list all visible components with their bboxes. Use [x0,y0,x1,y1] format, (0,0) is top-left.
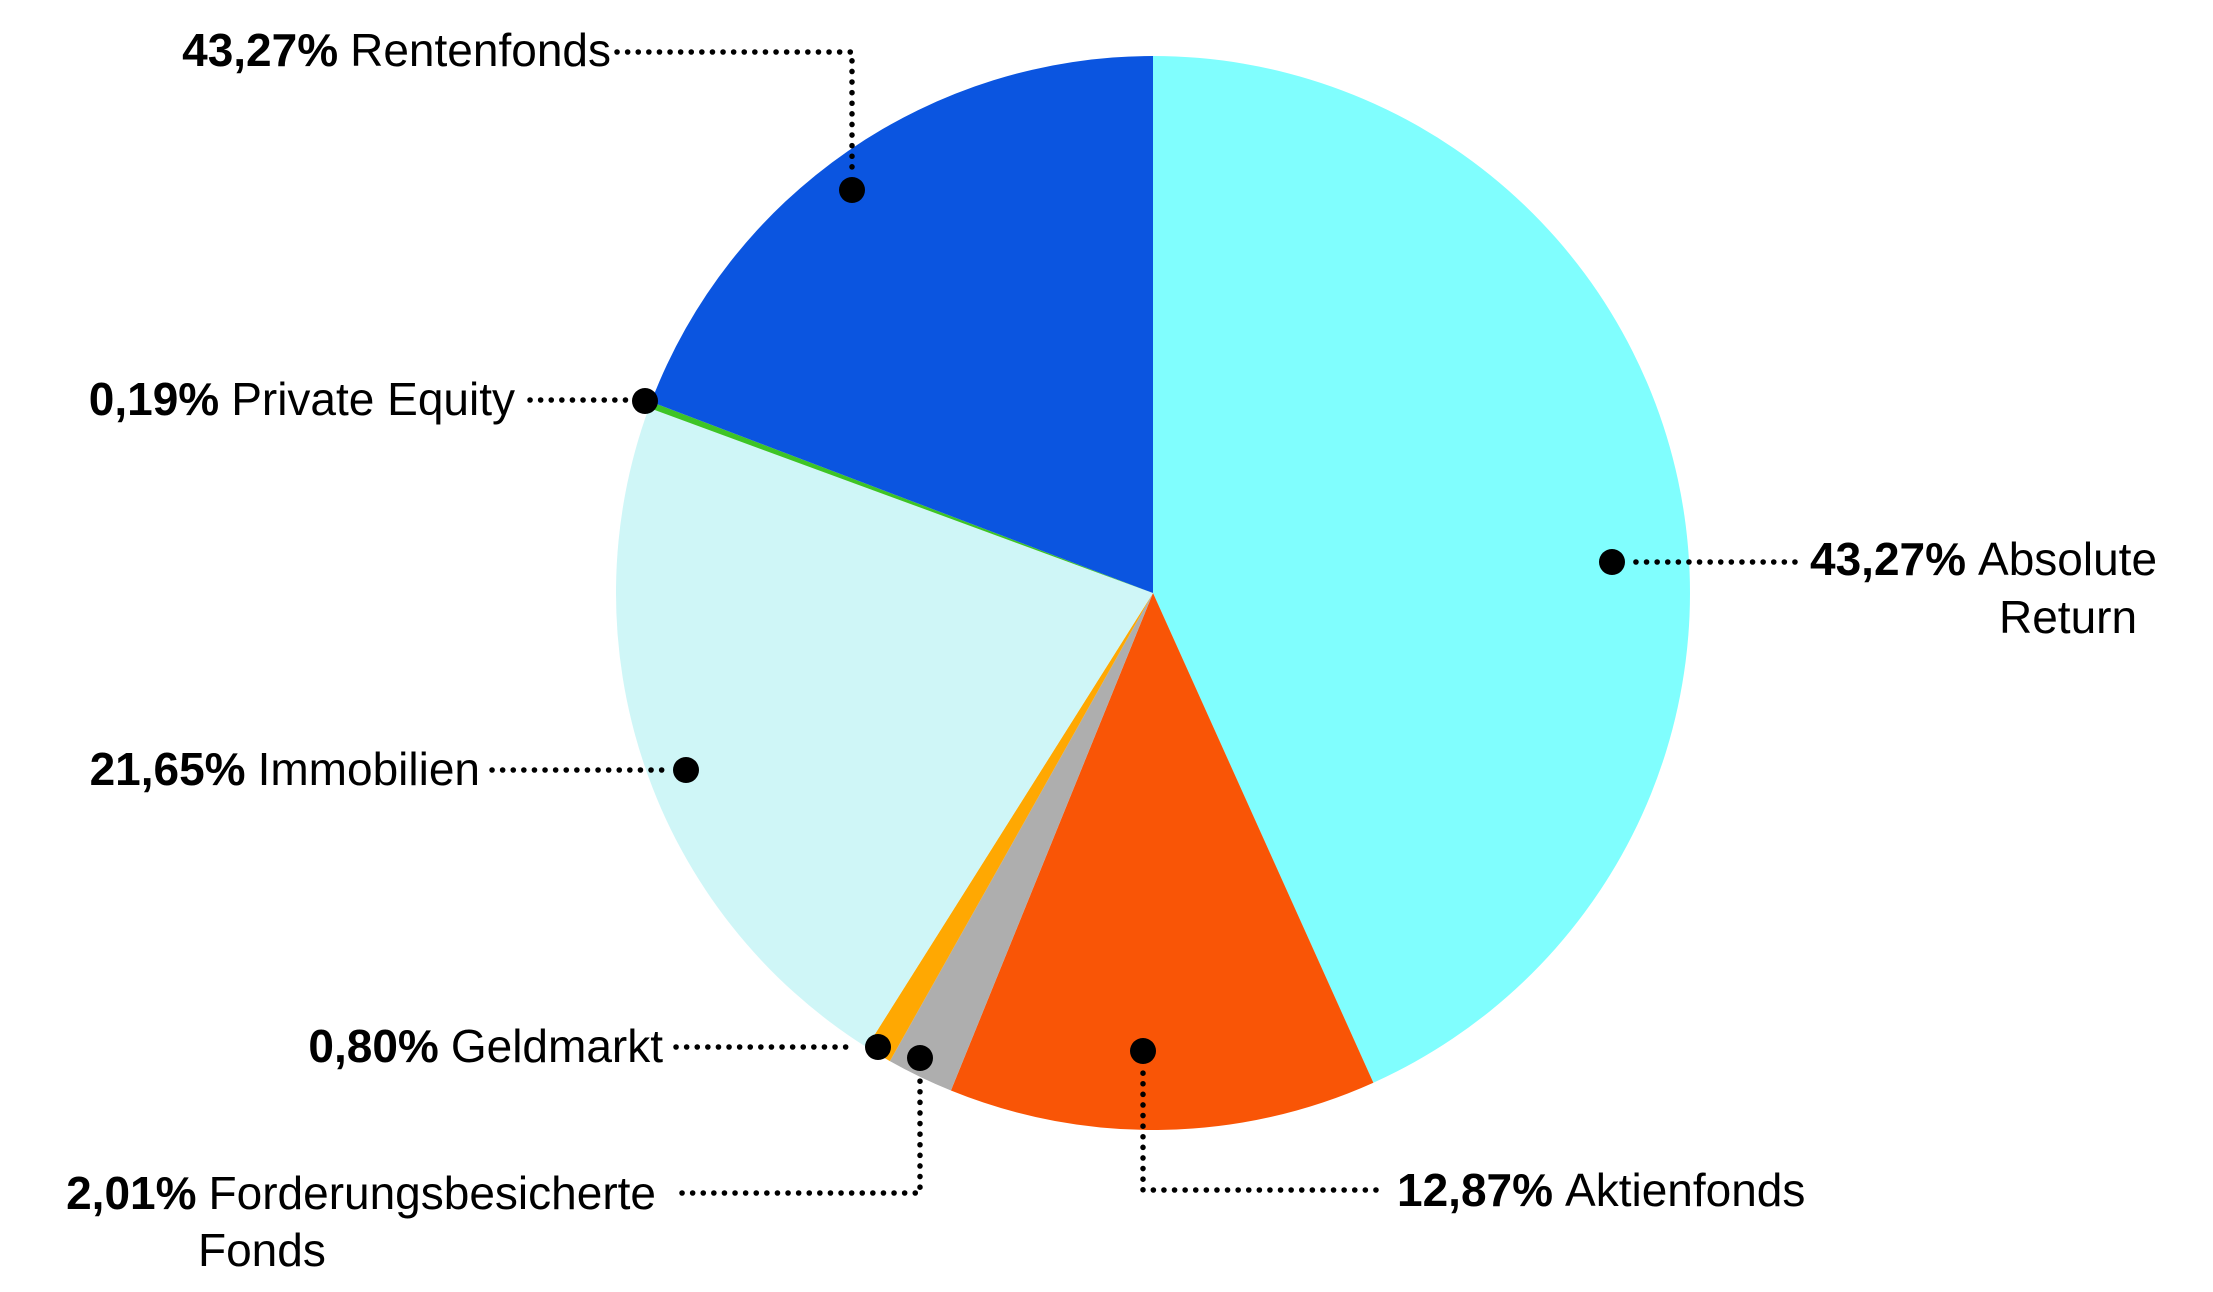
pie-slice-geldmarkt [866,593,1153,1062]
pie-slice-absolute-return [1153,56,1690,1083]
label-geldmarkt-percent: 0,80% [308,1020,439,1072]
label-absolute-return-line2: Return [1999,589,2137,645]
label-absolute-return-name: Absolute [1978,533,2158,585]
label-forderungsbesicherte-name: Fonds [198,1224,326,1276]
label-forderungsbesicherte-name: Forderungsbesicherte [208,1167,656,1219]
anchor-dot-forderungsbesicherte [907,1045,933,1071]
label-forderungsbesicherte-percent: 2,01% [66,1167,197,1219]
label-rentenfonds: 43,27% Rentenfonds [11,22,611,78]
label-absolute-return: 43,27% Absolute [1810,531,2157,587]
label-immobilien-percent: 21,65% [89,743,246,795]
label-immobilien-name: Immobilien [257,743,480,795]
anchor-dot-geldmarkt [865,1034,891,1060]
pie-slice-private-equity [648,401,1153,593]
label-geldmarkt: 0,80% Geldmarkt [63,1018,663,1074]
anchor-dot-aktienfonds [1130,1038,1156,1064]
label-aktienfonds: 12,87% Aktienfonds [1397,1162,1805,1218]
leader-line-forderungsbesicherte [679,1073,923,1196]
label-absolute-return-name: Return [1999,591,2138,643]
leader-line-aktienfonds [1140,1065,1379,1193]
anchor-dot-absolute-return [1599,549,1625,575]
label-geldmarkt-name: Geldmarkt [450,1020,663,1072]
anchor-dot-private-equity [632,388,658,414]
leader-line-rentenfonds [614,49,855,175]
label-immobilien: 21,65% Immobilien [0,741,480,797]
pie-slice-rentenfonds [651,56,1153,593]
label-private-equity: 0,19% Private Equity [35,371,515,427]
pie-slice-forderungsbesicherte [889,593,1153,1091]
label-forderungsbesicherte-line2: Fonds [198,1222,326,1278]
label-aktienfonds-name: Aktienfonds [1565,1164,1806,1216]
anchor-dot-immobilien [673,757,699,783]
label-rentenfonds-name: Rentenfonds [350,24,611,76]
label-private-equity-name: Private Equity [231,373,515,425]
label-absolute-return-percent: 43,27% [1810,533,1967,585]
anchor-dot-rentenfonds [839,177,865,203]
label-forderungsbesicherte: 2,01% Forderungsbesicherte [26,1165,656,1221]
label-private-equity-percent: 0,19% [88,373,220,425]
pie-slice-aktienfonds [950,593,1374,1130]
label-aktienfonds-percent: 12,87% [1397,1164,1554,1216]
label-rentenfonds-percent: 43,27% [182,24,339,76]
pie-slice-immobilien [616,407,1153,1048]
